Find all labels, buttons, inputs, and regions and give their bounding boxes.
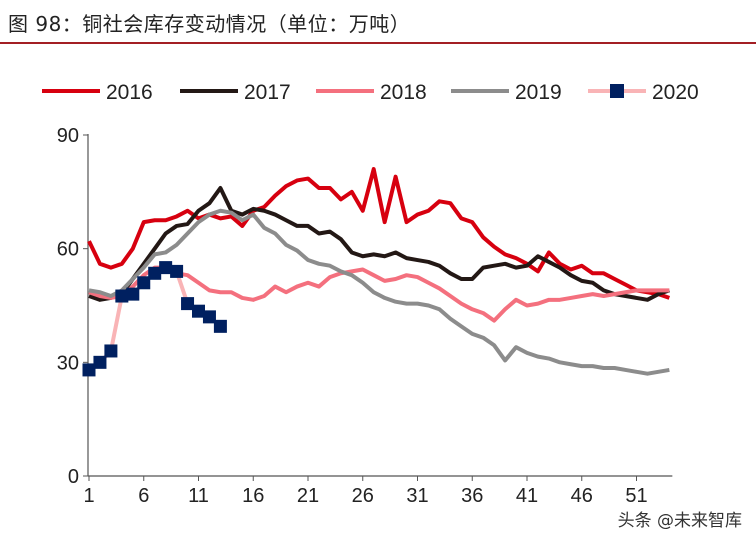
y-tick-label: 60 [57,239,79,261]
series-line-2016 [87,167,671,300]
x-tick-label: 41 [516,485,538,507]
legend-label: 2016 [106,81,153,104]
legend-label: 2017 [244,81,291,104]
data-point-2020 [115,289,129,303]
x-tick-label: 51 [625,485,647,507]
x-tick-label: 31 [406,485,428,507]
data-point-2020 [148,266,162,280]
x-tick-label: 21 [297,485,319,507]
legend-marker-2020 [610,84,624,98]
x-tick-label: 26 [352,485,374,507]
data-point-2020 [181,297,195,311]
y-tick-label: 30 [57,352,79,374]
x-tick-label: 36 [461,485,483,507]
x-tick-label: 1 [83,485,94,507]
y-tick-label: 0 [68,466,79,488]
series-line-2017 [88,186,671,302]
watermark: 头条 @未来智库 [617,511,742,531]
y-tick-label: 90 [57,125,79,147]
data-point-2020 [202,310,216,324]
data-point-2020 [82,363,96,377]
data-point-2020 [159,261,173,275]
data-point-2020 [137,276,151,290]
series-line-2018 [88,265,670,323]
data-point-2020 [170,264,184,278]
x-tick-label: 46 [571,485,593,507]
x-tick-label: 6 [138,485,149,507]
x-tick-label: 16 [242,485,264,507]
legend-label: 2018 [380,81,427,104]
legend-label: 2020 [652,81,699,104]
data-point-2020 [126,287,140,301]
legend-label: 2019 [515,81,562,104]
data-point-2020 [93,355,107,369]
x-tick-label: 11 [188,485,209,507]
data-point-2020 [104,344,118,358]
series-line-2019 [88,208,670,376]
data-point-2020 [213,319,227,333]
figure-title: 图 98：铜社会库存变动情况（单位：万吨） [8,12,411,36]
data-point-2020 [192,304,205,318]
title-underline [0,42,756,44]
